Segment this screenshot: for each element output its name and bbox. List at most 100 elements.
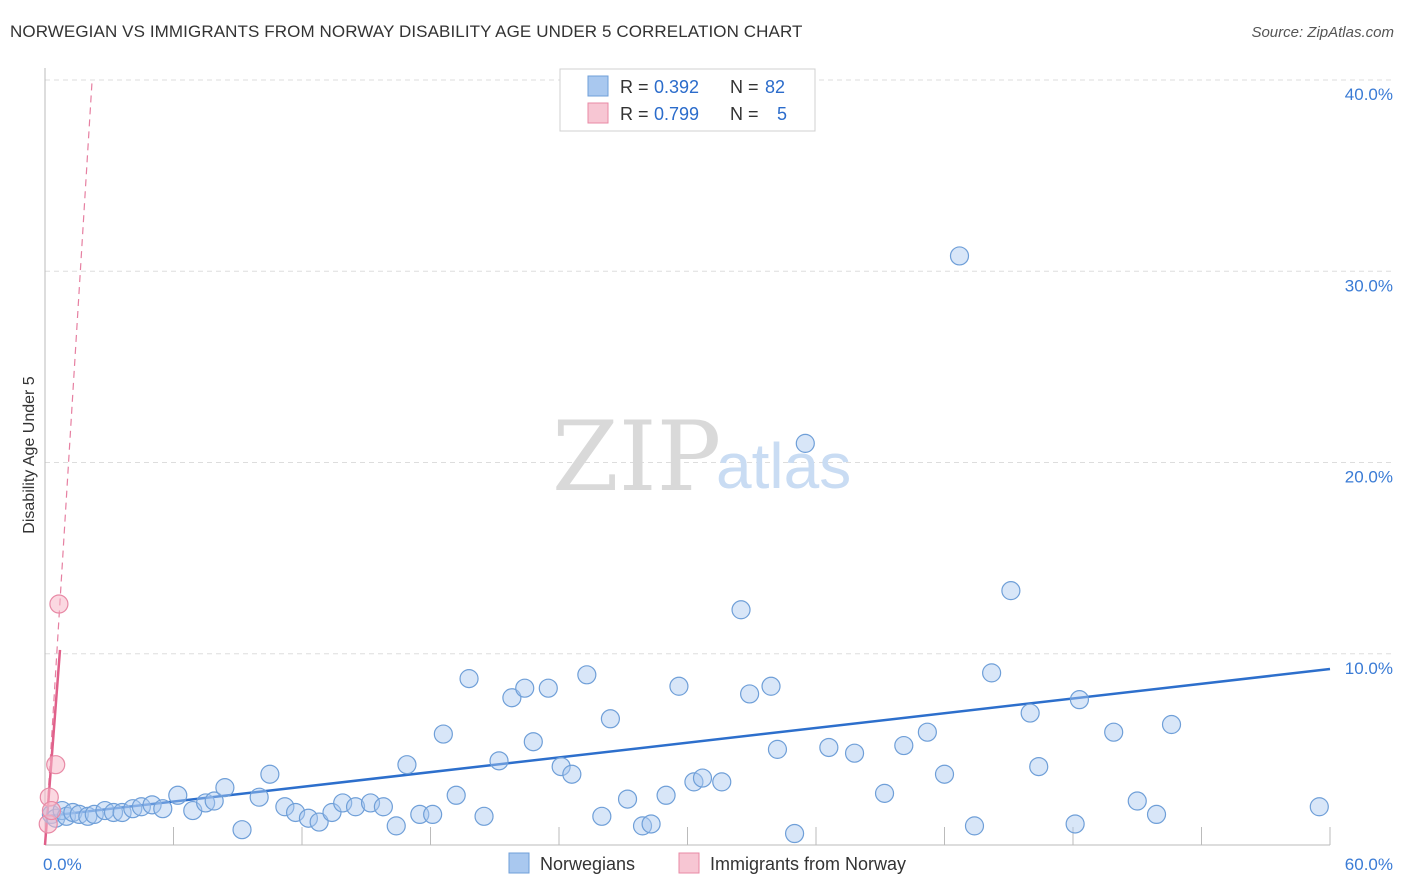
bottom-legend-swatch-immigrants [678, 852, 700, 874]
point-norwegians-14 [153, 799, 173, 819]
point-norwegians-79 [1127, 791, 1147, 811]
point-norwegians-19 [215, 778, 235, 798]
top-legend: R = 0.392 N = 82 R = 0.799 N = 5 [559, 68, 816, 132]
point-immigrants-3 [46, 755, 66, 775]
watermark-zip: ZIP [552, 401, 721, 513]
legend-swatch-pink [587, 102, 609, 124]
legend-n-label-0: N = [730, 77, 759, 97]
point-norwegians-30 [360, 793, 381, 813]
point-norwegians-41 [502, 688, 522, 708]
point-norwegians-31 [373, 797, 393, 817]
x-tick-label-1: 60.0% [1345, 855, 1393, 874]
point-norwegians-67 [894, 735, 914, 756]
point-norwegians-44 [538, 678, 558, 698]
y-tick-label-0: 10.0% [1345, 659, 1393, 678]
bottom-legend-swatch-norwegians [508, 852, 530, 874]
legend-swatch-blue [587, 75, 609, 97]
point-norwegians-42 [515, 678, 535, 698]
point-norwegians-22 [260, 764, 280, 784]
point-norwegians-47 [577, 665, 597, 685]
point-norwegians-13 [142, 795, 162, 815]
point-norwegians-23 [275, 797, 295, 817]
point-norwegians-15 [168, 785, 188, 805]
point-norwegians-10 [112, 802, 132, 823]
point-norwegians-78 [1104, 722, 1124, 742]
point-norwegians-75 [1029, 756, 1049, 777]
point-norwegians-49 [600, 709, 621, 729]
point-norwegians-35 [423, 804, 443, 825]
point-norwegians-57 [712, 772, 732, 792]
y-tick-label-3: 40.0% [1345, 85, 1393, 104]
point-norwegians-62 [784, 823, 805, 844]
legend-r-label-1: R = [620, 104, 649, 124]
y-tick-label-2: 30.0% [1345, 276, 1393, 295]
legend-r-value-1: 0.799 [654, 104, 699, 124]
trend-line-immigrants-extended [44, 79, 93, 846]
point-norwegians-54 [669, 676, 689, 696]
x-tick-label-0: 0.0% [43, 855, 82, 874]
bottom-legend: Norwegians Immigrants from Norway [508, 852, 906, 874]
point-norwegians-48 [592, 806, 612, 826]
point-norwegians-65 [844, 743, 865, 763]
point-norwegians-68 [917, 722, 937, 742]
chart-title: NORWEGIAN VS IMMIGRANTS FROM NORWAY DISA… [10, 22, 803, 41]
point-norwegians-72 [982, 663, 1002, 683]
y-axis-label: Disability Age Under 5 [21, 376, 38, 534]
point-norwegians-36 [433, 724, 453, 744]
point-norwegians-29 [345, 797, 366, 817]
point-norwegians-71 [964, 816, 985, 836]
chart-source: Source: ZipAtlas.com [1251, 24, 1394, 41]
bottom-legend-norwegians: Norwegians [540, 854, 635, 874]
point-norwegians-7 [84, 804, 104, 825]
point-norwegians-63 [795, 433, 815, 453]
tick-labels: 10.0% 20.0% 30.0% 40.0% 0.0% 60.0% [43, 85, 1393, 874]
point-norwegians-69 [934, 764, 955, 784]
point-norwegians-56 [692, 768, 713, 788]
point-norwegians-21 [249, 787, 269, 807]
point-norwegians-80 [1146, 804, 1167, 825]
point-norwegians-45 [551, 756, 571, 777]
grid-lines [45, 79, 1395, 655]
point-norwegians-66 [874, 783, 895, 803]
point-norwegians-37 [446, 785, 466, 805]
point-norwegians-59 [740, 684, 760, 704]
point-norwegians-60 [761, 676, 781, 696]
point-norwegians-43 [523, 732, 543, 752]
point-norwegians-20 [232, 820, 252, 840]
legend-n-value-1: 5 [777, 104, 787, 124]
watermark: ZIP atlas [552, 401, 851, 513]
trend-line-norwegians [44, 667, 1331, 818]
point-norwegians-77 [1069, 690, 1090, 710]
watermark-atlas: atlas [716, 430, 851, 502]
legend-r-label-0: R = [620, 77, 649, 97]
point-norwegians-64 [819, 737, 839, 758]
point-norwegians-38 [459, 669, 479, 689]
point-norwegians-61 [767, 739, 788, 759]
legend-n-value-0: 82 [765, 77, 785, 97]
point-norwegians-33 [397, 755, 417, 775]
point-immigrants-4 [49, 594, 69, 614]
point-norwegians-27 [322, 802, 342, 823]
point-immigrants-2 [41, 800, 62, 821]
point-norwegians-46 [562, 764, 582, 784]
point-norwegians-32 [386, 816, 406, 836]
legend-n-label-1: N = [730, 104, 759, 124]
data-points [38, 246, 1329, 844]
point-norwegians-52 [641, 814, 661, 834]
point-norwegians-53 [656, 785, 676, 805]
point-norwegians-40 [489, 751, 509, 771]
point-norwegians-76 [1065, 814, 1085, 834]
point-norwegians-58 [731, 600, 751, 620]
point-norwegians-70 [949, 246, 970, 266]
point-norwegians-18 [204, 791, 224, 811]
point-norwegians-73 [1001, 581, 1021, 601]
point-norwegians-39 [474, 806, 494, 826]
point-norwegians-82 [1309, 797, 1329, 817]
bottom-legend-immigrants: Immigrants from Norway [710, 854, 906, 874]
point-norwegians-25 [298, 808, 319, 828]
point-norwegians-28 [333, 793, 353, 813]
point-norwegians-81 [1161, 714, 1182, 735]
y-tick-label-1: 20.0% [1345, 468, 1393, 487]
point-norwegians-50 [617, 789, 638, 809]
